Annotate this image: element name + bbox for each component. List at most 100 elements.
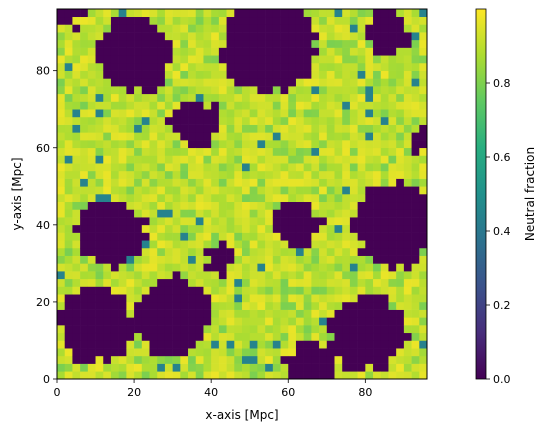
heatmap-cell [403, 363, 412, 372]
heatmap-cell [203, 240, 212, 249]
heatmap-cell [64, 70, 73, 79]
heatmap-cell [288, 317, 297, 326]
heatmap-cell [319, 325, 328, 334]
heatmap-cell [180, 294, 189, 303]
heatmap-cell [272, 186, 281, 195]
heatmap-cell [249, 325, 258, 334]
heatmap-cell [365, 178, 374, 187]
heatmap-cell [95, 101, 104, 110]
heatmap-cell [234, 340, 243, 349]
heatmap-cell [134, 194, 143, 203]
heatmap-cell [319, 39, 328, 48]
heatmap-cell [87, 86, 96, 95]
heatmap-cell [311, 301, 320, 310]
heatmap-cell [141, 93, 150, 102]
heatmap-cell [365, 348, 374, 357]
heatmap-cell [64, 217, 73, 226]
heatmap-cell [249, 62, 258, 71]
heatmap-cell [365, 55, 374, 64]
heatmap-cell [419, 132, 428, 141]
heatmap-cell [380, 286, 389, 295]
heatmap-cell [288, 355, 297, 364]
heatmap-cell [218, 116, 227, 125]
heatmap-cell [396, 232, 405, 241]
heatmap-cell [265, 163, 274, 172]
heatmap-cell [334, 325, 343, 334]
heatmap-cell [311, 78, 320, 87]
heatmap-cell [388, 201, 397, 210]
heatmap-cell [257, 109, 266, 118]
heatmap-cell [280, 309, 289, 318]
heatmap-cell [172, 232, 181, 241]
heatmap-cell [172, 24, 181, 33]
heatmap-cell [303, 62, 312, 71]
heatmap-cell [288, 194, 297, 203]
heatmap-cell [157, 140, 166, 149]
heatmap-cell [396, 201, 405, 210]
heatmap-cell [357, 194, 366, 203]
heatmap-cell [149, 109, 158, 118]
heatmap-cell [365, 39, 374, 48]
heatmap-cell [126, 101, 135, 110]
heatmap-cell [380, 16, 389, 25]
heatmap-cell [280, 240, 289, 249]
heatmap-cell [334, 278, 343, 287]
heatmap-cell [80, 355, 89, 364]
heatmap-cell [180, 186, 189, 195]
heatmap-cell [280, 78, 289, 87]
heatmap-cell [257, 340, 266, 349]
heatmap-cell [72, 93, 81, 102]
heatmap-cell [257, 132, 266, 141]
heatmap-cell [326, 86, 335, 95]
heatmap-cell [342, 132, 351, 141]
heatmap-cell [396, 32, 405, 41]
heatmap-cell [342, 78, 351, 87]
heatmap-cell [419, 186, 428, 195]
heatmap-cell [257, 301, 266, 310]
heatmap-cell [72, 55, 81, 64]
heatmap-cell [72, 371, 81, 380]
heatmap-cell [72, 140, 81, 149]
heatmap-cell [342, 24, 351, 33]
heatmap-cell [396, 93, 405, 102]
heatmap-cell [349, 363, 358, 372]
heatmap-cell [118, 93, 127, 102]
heatmap-cell [257, 24, 266, 33]
heatmap-cell [342, 240, 351, 249]
heatmap-cell [203, 317, 212, 326]
heatmap-cell [257, 232, 266, 241]
heatmap-cell [388, 217, 397, 226]
heatmap-cell [311, 47, 320, 56]
heatmap-cell [326, 232, 335, 241]
heatmap-cell [218, 240, 227, 249]
heatmap-cell [211, 55, 220, 64]
heatmap-cell [226, 286, 235, 295]
heatmap-cell [87, 325, 96, 334]
heatmap-cell [349, 155, 358, 164]
heatmap-cell [211, 101, 220, 110]
heatmap-cell [64, 278, 73, 287]
heatmap-cell [110, 70, 119, 79]
heatmap-cell [57, 209, 66, 218]
heatmap-cell [249, 9, 258, 18]
heatmap-cell [373, 271, 382, 280]
heatmap-cell [396, 194, 405, 203]
heatmap-cell [334, 116, 343, 125]
heatmap-cell [103, 271, 112, 280]
heatmap-cell [195, 132, 204, 141]
heatmap-cell [295, 124, 304, 133]
heatmap-cell [211, 224, 220, 233]
heatmap-cell [95, 132, 104, 141]
heatmap-cell [226, 86, 235, 95]
heatmap-cell [249, 109, 258, 118]
heatmap-cell [134, 47, 143, 56]
heatmap-cell [164, 124, 173, 133]
heatmap-cell [388, 39, 397, 48]
heatmap-cell [419, 363, 428, 372]
heatmap-cell [334, 301, 343, 310]
heatmap-cell [319, 255, 328, 264]
heatmap-cell [126, 348, 135, 357]
heatmap-cell [149, 286, 158, 295]
heatmap-cell [295, 39, 304, 48]
heatmap-cell [157, 209, 166, 218]
